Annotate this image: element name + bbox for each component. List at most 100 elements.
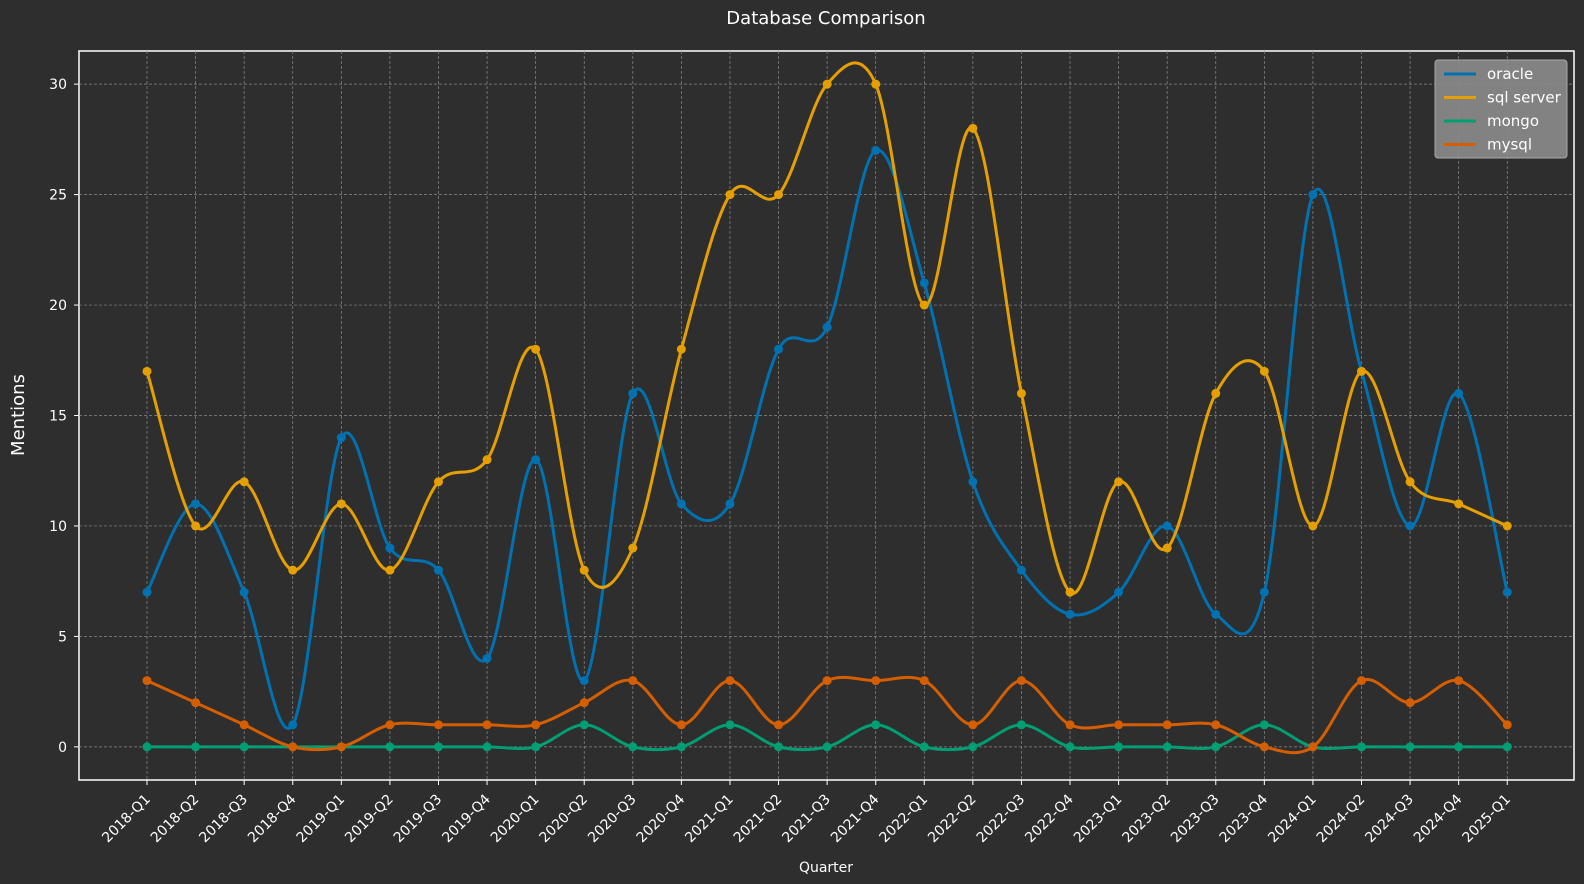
data-point-sql-server (628, 543, 638, 553)
data-point-mysql (288, 742, 298, 752)
x-tick-label: 2018-Q4 (245, 791, 300, 846)
data-point-mongo (579, 720, 589, 730)
data-point-oracle (579, 676, 589, 686)
data-point-mysql (676, 720, 686, 730)
data-point-sql-server (871, 79, 881, 89)
data-point-oracle (1502, 587, 1512, 597)
data-point-sql-server (385, 565, 395, 575)
legend-box (1434, 59, 1568, 159)
data-point-mongo (1065, 742, 1075, 752)
legend: oracle sql server mongo mysql (1434, 59, 1568, 159)
x-tick-label: 2021-Q2 (731, 792, 786, 847)
x-tick-label: 2018-Q2 (148, 792, 203, 847)
x-tick-label: 2023-Q2 (1119, 792, 1174, 847)
data-point-mongo (433, 742, 443, 752)
data-point-mongo (1259, 720, 1269, 730)
data-point-mongo (1405, 742, 1415, 752)
y-tick-label: 10 (49, 519, 67, 535)
data-point-sql-server (774, 190, 784, 200)
y-tick-label: 5 (58, 629, 67, 645)
x-tick-label: 2021-Q3 (779, 792, 834, 847)
data-point-oracle (531, 455, 541, 465)
data-point-mysql (433, 720, 443, 730)
legend-label-mongo: mongo (1487, 112, 1539, 130)
data-point-sql-server (336, 499, 346, 509)
data-point-sql-server (191, 521, 201, 531)
x-tick-label: 2024-Q2 (1314, 792, 1369, 847)
data-point-mongo (385, 742, 395, 752)
data-point-sql-server (482, 455, 492, 465)
data-point-sql-server (433, 477, 443, 487)
data-point-mysql (968, 720, 978, 730)
data-point-mysql (919, 676, 929, 686)
data-point-oracle (1016, 565, 1026, 575)
data-point-mysql (239, 720, 249, 730)
y-axis-label: Mentions (8, 374, 29, 456)
data-point-mongo (1211, 742, 1221, 752)
data-point-mongo (1016, 720, 1026, 730)
data-point-mysql (1259, 742, 1269, 752)
data-point-oracle (822, 322, 832, 332)
data-point-mysql (822, 676, 832, 686)
series-oracle (142, 145, 1512, 730)
data-point-oracle (1114, 587, 1124, 597)
y-tick-label: 0 (58, 740, 67, 756)
y-tick-label: 25 (49, 188, 67, 204)
data-point-mongo (191, 742, 201, 752)
x-tick-label: 2023-Q4 (1217, 791, 1272, 846)
data-point-oracle (239, 587, 249, 597)
data-point-mysql (142, 676, 152, 686)
y-axis-ticks: 0 5 10 15 20 25 30 (49, 77, 79, 756)
data-point-sql-server (1259, 366, 1269, 376)
data-point-oracle (871, 145, 881, 155)
data-point-mysql (1114, 720, 1124, 730)
data-point-oracle (191, 499, 201, 509)
data-point-mongo (1502, 742, 1512, 752)
x-tick-label: 2022-Q1 (877, 792, 932, 847)
y-tick-label: 30 (49, 77, 67, 93)
x-tick-label: 2023-Q3 (1168, 792, 1223, 847)
data-point-sql-server (1016, 388, 1026, 398)
data-point-oracle (1162, 521, 1172, 531)
data-point-mysql (531, 720, 541, 730)
data-point-oracle (385, 543, 395, 553)
data-point-mongo (968, 742, 978, 752)
x-tick-label: 2023-Q1 (1071, 792, 1126, 847)
data-point-oracle (142, 587, 152, 597)
x-tick-label: 2024-Q3 (1362, 792, 1417, 847)
data-point-mysql (385, 720, 395, 730)
data-point-mysql (725, 676, 735, 686)
x-tick-label: 2021-Q4 (828, 791, 883, 846)
legend-label-mysql: mysql (1487, 136, 1532, 154)
data-point-mysql (1211, 720, 1221, 730)
x-tick-label: 2022-Q2 (925, 792, 980, 847)
data-point-sql-server (579, 565, 589, 575)
data-point-sql-server (968, 123, 978, 133)
data-point-mysql (1502, 720, 1512, 730)
data-point-mongo (239, 742, 249, 752)
data-point-oracle (628, 388, 638, 398)
x-tick-label: 2022-Q4 (1022, 791, 1077, 846)
data-point-oracle (1211, 609, 1221, 619)
data-point-mongo (676, 742, 686, 752)
data-point-sql-server (1454, 499, 1464, 509)
data-point-oracle (919, 278, 929, 288)
data-point-oracle (1308, 190, 1318, 200)
data-point-mysql (1162, 720, 1172, 730)
x-tick-label: 2019-Q2 (342, 792, 397, 847)
x-tick-label: 2018-Q1 (99, 792, 154, 847)
x-tick-label: 2020-Q4 (634, 791, 689, 846)
data-point-mongo (628, 742, 638, 752)
data-point-mysql (482, 720, 492, 730)
data-point-oracle (482, 654, 492, 663)
data-point-mysql (1405, 698, 1415, 708)
x-tick-label: 2019-Q3 (391, 792, 446, 847)
data-point-sql-server (725, 190, 735, 200)
data-point-sql-server (531, 344, 541, 354)
data-point-sql-server (822, 79, 832, 89)
data-point-oracle (336, 433, 346, 443)
data-point-sql-server (288, 565, 298, 575)
data-point-mongo (822, 742, 832, 752)
x-tick-label: 2024-Q4 (1411, 791, 1466, 846)
